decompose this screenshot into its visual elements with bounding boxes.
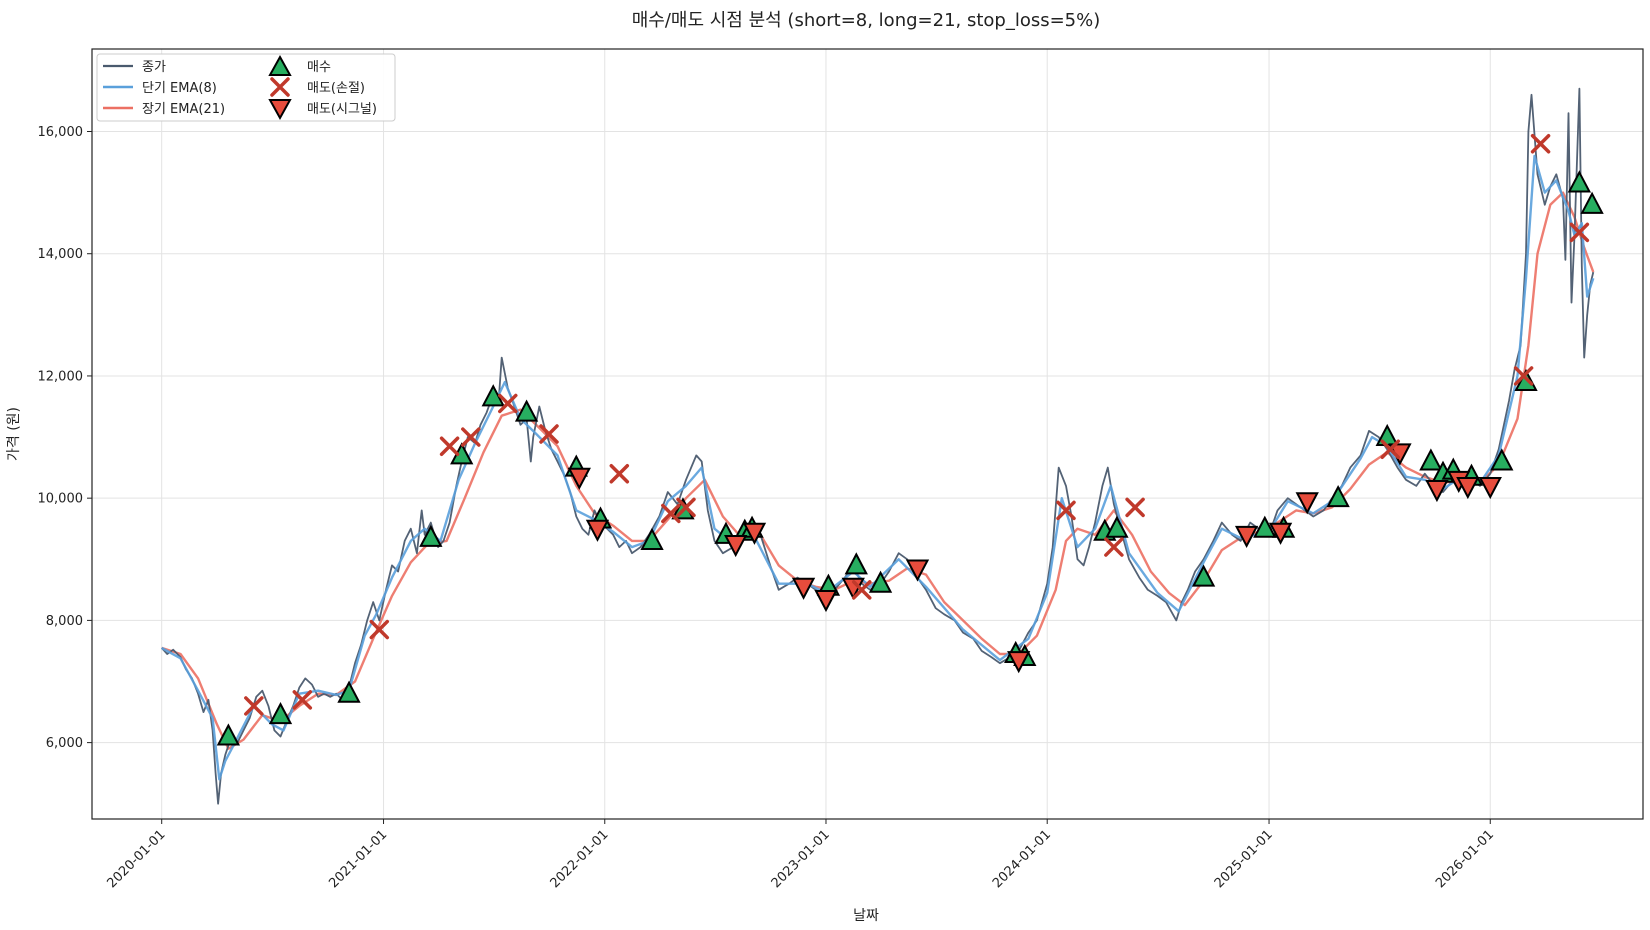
- buy-marker: [1191, 564, 1216, 587]
- sell-stop-marker: [244, 696, 264, 716]
- sell-signal-marker: [1478, 476, 1502, 500]
- trade-markers: [216, 133, 1604, 746]
- legend-item-ema-short: 단기 EMA(8): [103, 81, 217, 96]
- buy-marker: [337, 680, 361, 703]
- buy-marker: [1419, 448, 1443, 471]
- y-tick-label: 8,000: [46, 614, 83, 629]
- sell-stop-marker: [851, 580, 872, 600]
- sell-stop-marker: [539, 424, 559, 444]
- sell-signal-marker: [1295, 492, 1319, 515]
- legend-marker-sell-stop: [270, 77, 290, 97]
- sell-signal-marker: [1234, 525, 1259, 548]
- y-tick-label: 6,000: [46, 736, 83, 751]
- legend-marker-sell-signal: [268, 99, 292, 121]
- sell-stop-marker: [661, 503, 681, 524]
- legend-box: [96, 53, 396, 122]
- x-axis-label: 날짜: [853, 908, 879, 924]
- buy-marker: [1326, 485, 1350, 508]
- sell-stop-marker: [609, 463, 630, 484]
- sell-stop-marker: [1380, 439, 1401, 460]
- sell-signal-marker: [791, 577, 816, 600]
- sell-signal-marker: [1456, 476, 1480, 500]
- buy-marker: [1253, 515, 1277, 538]
- buy-marker: [514, 399, 539, 422]
- buy-marker: [1567, 170, 1592, 193]
- legend-item-buy: 매수: [268, 54, 331, 76]
- y-tick-label: 16,000: [38, 125, 84, 140]
- buy-marker: [1580, 191, 1604, 214]
- sell-stop-marker: [1530, 133, 1551, 154]
- buy-marker: [1490, 448, 1514, 471]
- sell-stop-marker: [292, 690, 313, 710]
- legend-label-ema-short: 단기 EMA(8): [142, 81, 217, 96]
- sell-signal-marker: [1425, 480, 1449, 503]
- buy-marker: [640, 527, 664, 550]
- legend-item-ema-long: 장기 EMA(21): [103, 102, 225, 117]
- sell-stop-marker: [676, 497, 696, 518]
- chart-title: 매수/매도 시점 분석 (short=8, long=21, stop_loss…: [632, 10, 1101, 31]
- gridlines: [92, 49, 1643, 819]
- sell-signal-marker: [742, 522, 767, 545]
- legend-label-ema-long: 장기 EMA(21): [142, 102, 225, 117]
- sell-stop-marker: [461, 427, 481, 447]
- y-axis-ticks: 6,000 8,000 10,000 12,000 14,000 16,000: [38, 125, 92, 751]
- sell-stop-marker: [439, 436, 460, 456]
- sell-stop-marker: [1513, 366, 1534, 386]
- legend-label-sell-signal: 매도(시그널): [307, 102, 377, 117]
- buy-marker: [419, 524, 443, 547]
- sell-stop-marker: [1104, 537, 1124, 557]
- legend-item-close: 종가: [103, 60, 166, 75]
- legend: 종가 단기 EMA(8) 장기 EMA(21) 매수 매도(손절) 매도(시그널…: [96, 53, 396, 122]
- buy-marker: [268, 701, 293, 725]
- sell-signal-marker: [1268, 522, 1293, 545]
- buy-marker: [1105, 515, 1129, 538]
- legend-marker-buy: [268, 54, 292, 76]
- buy-marker: [844, 552, 868, 575]
- sell-signal-marker: [814, 590, 838, 613]
- y-axis-label: 가격 (원): [6, 407, 22, 461]
- legend-item-sell-signal: 매도(시그널): [268, 99, 377, 121]
- sell-stop-marker: [1125, 497, 1145, 518]
- sell-stop-marker: [1569, 222, 1590, 243]
- sell-stop-marker: [498, 393, 518, 414]
- buy-marker: [868, 570, 893, 593]
- legend-label-buy: 매수: [307, 60, 331, 75]
- y-tick-label: 10,000: [38, 492, 84, 507]
- sell-stop-marker: [1056, 500, 1076, 521]
- sell-signal-marker: [905, 559, 930, 582]
- sell-stop-marker: [369, 619, 390, 640]
- y-tick-label: 12,000: [38, 369, 84, 384]
- sell-signal-marker: [1007, 651, 1031, 674]
- sell-signal-marker: [724, 535, 748, 558]
- sell-signal-marker: [585, 519, 610, 542]
- buy-marker: [216, 723, 241, 746]
- y-tick-label: 14,000: [38, 247, 84, 262]
- legend-label-sell-stop: 매도(손절): [307, 81, 365, 96]
- legend-item-sell-stop: 매도(손절): [270, 77, 365, 97]
- sell-signal-marker: [567, 467, 591, 490]
- legend-label-close: 종가: [142, 60, 166, 75]
- plot-frame: [91, 48, 1644, 820]
